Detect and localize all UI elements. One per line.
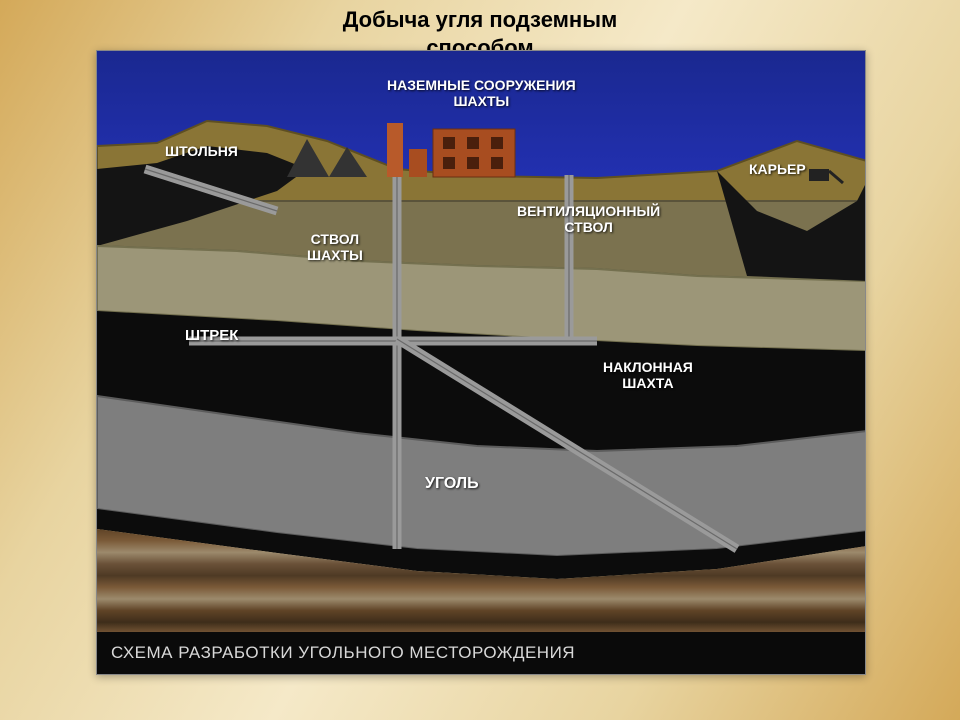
- building-window: [491, 157, 503, 169]
- building-window: [467, 137, 479, 149]
- small-building: [409, 149, 427, 177]
- label-mine_shaft: СТВОЛ ШАХТЫ: [307, 231, 363, 263]
- building-window: [467, 157, 479, 169]
- label-quarry: КАРЬЕР: [749, 161, 806, 177]
- building-window: [491, 137, 503, 149]
- label-vent_shaft: ВЕНТИЛЯЦИОННЫЙ СТВОЛ: [517, 203, 660, 235]
- building-window: [443, 137, 455, 149]
- diagram-container: НАЗЕМНЫЕ СООРУЖЕНИЯ ШАХТЫ ШТОЛЬНЯ КАРЬЕР СТ…: [96, 50, 866, 675]
- label-inclined_shaft: НАКЛОННАЯ ШАХТА: [603, 359, 693, 391]
- label-surface_structures: НАЗЕМНЫЕ СООРУЖЕНИЯ ШАХТЫ: [387, 77, 576, 109]
- caption-bar: СХЕМА РАЗРАБОТКИ УГОЛЬНОГО МЕСТОРОЖДЕНИЯ: [97, 632, 865, 674]
- main-building: [433, 129, 515, 177]
- label-adit: ШТОЛЬНЯ: [165, 143, 238, 159]
- building-window: [443, 157, 455, 169]
- label-coal: УГОЛЬ: [425, 475, 479, 493]
- caption-text: СХЕМА РАЗРАБОТКИ УГОЛЬНОГО МЕСТОРОЖДЕНИЯ: [111, 643, 575, 663]
- excavator-icon: [809, 169, 829, 181]
- label-drift: ШТРЕК: [185, 327, 238, 344]
- smokestack: [387, 123, 403, 177]
- slide-background: Добыча угля подземным способом НАЗЕМНЫЕ …: [0, 0, 960, 720]
